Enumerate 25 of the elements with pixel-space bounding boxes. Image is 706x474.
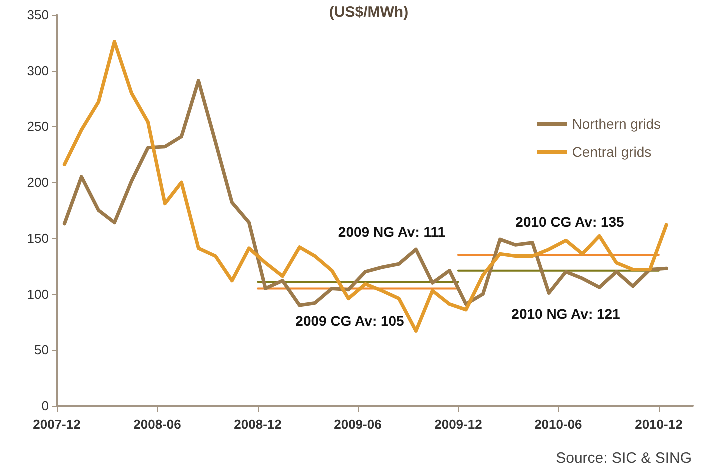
y-tick-label: 50 (34, 342, 49, 358)
y-tick-label: 300 (27, 63, 49, 78)
x-tick-label: 2009-06 (334, 417, 382, 432)
legend-label: Central grids (572, 144, 652, 160)
x-tick-label: 2010-06 (534, 417, 582, 432)
y-tick-label: 250 (27, 119, 49, 134)
y-tick-label: 100 (27, 286, 49, 302)
x-tick-label: 2009-12 (434, 417, 482, 432)
source-note: Source: SIC & SING (556, 450, 692, 467)
line-series (62, 40, 668, 333)
x-tick-label: 2008-06 (134, 417, 182, 432)
annotation: 2010 CG Av: 135 (516, 214, 625, 230)
y-tick-label: 0 (42, 398, 49, 414)
y-tick-label: 150 (27, 230, 49, 246)
annotation: 2010 NG Av: 121 (512, 306, 621, 322)
x-tick-label: 2008-12 (234, 417, 282, 432)
y-tick-label: 200 (27, 175, 49, 190)
annotation: 2009 CG Av: 105 (296, 313, 405, 329)
y-tick-label: 350 (27, 8, 49, 22)
legend-label: Northern grids (572, 116, 661, 132)
annotation: 2009 NG Av: 111 (338, 224, 446, 240)
x-tick-label: 2007-12 (33, 417, 81, 432)
chart-title: (US$/MWh) (329, 4, 409, 21)
x-tick-label: 2010-12 (635, 417, 683, 432)
line-series (62, 79, 668, 308)
